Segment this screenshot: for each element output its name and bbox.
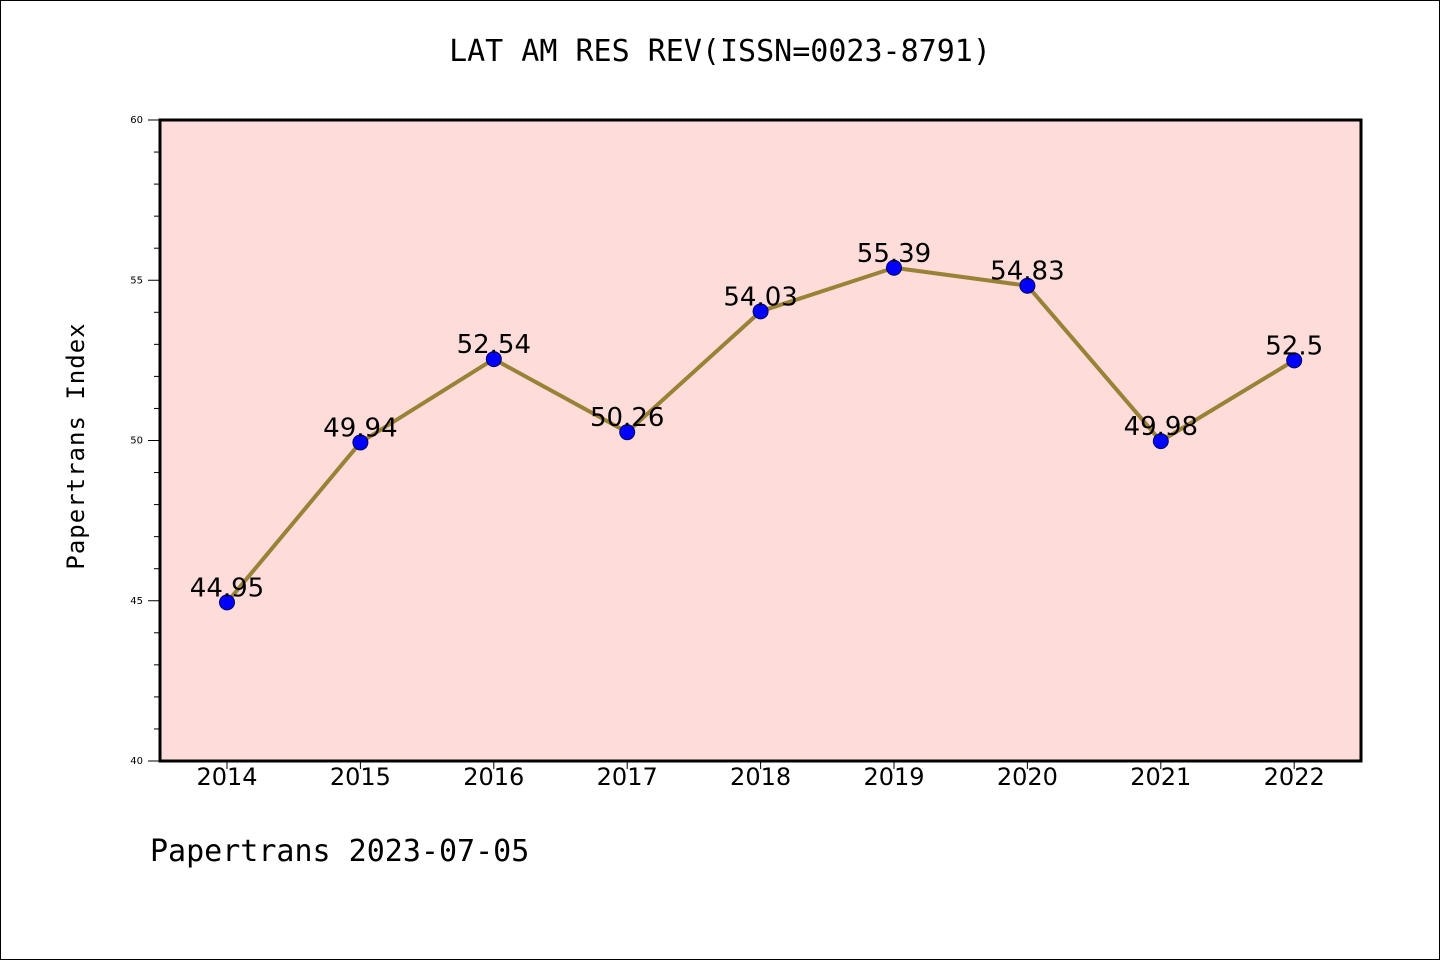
x-tick-label: 2018	[730, 763, 791, 791]
data-label: 44.95	[190, 573, 264, 603]
y-tick-label: 60	[130, 115, 143, 126]
x-tick-label: 2021	[1130, 763, 1191, 791]
data-labels: 44.95 49.94 52.54 50.26 54.03 55.39 54.83 49.98…	[190, 239, 1323, 604]
y-tick-label: 45	[130, 596, 143, 607]
data-label: 49.94	[323, 413, 397, 443]
x-tick-label: 2020	[997, 763, 1058, 791]
data-point	[352, 434, 369, 451]
chart-title: LAT AM RES REV(ISSN=0023-8791)	[449, 34, 991, 69]
data-point	[752, 303, 769, 320]
x-tick-label: 2014	[196, 763, 257, 791]
x-tick-label: 2019	[863, 763, 924, 791]
x-tick-label: 2015	[330, 763, 391, 791]
x-axis: 2014 2015 2016 2017 2018 2019 2020 2021 2022	[196, 761, 1325, 791]
footer-note: Papertrans 2023-07-05	[150, 834, 530, 869]
plot-border	[158, 118, 1363, 763]
y-tick-label: 55	[130, 275, 143, 286]
y-tick-label: 50	[130, 436, 143, 447]
data-label: 52.54	[457, 330, 531, 360]
data-label: 54.83	[990, 257, 1064, 287]
data-markers	[219, 259, 1303, 611]
x-tick-label: 2022	[1264, 763, 1325, 791]
data-label: 52.5	[1265, 331, 1323, 361]
data-point	[485, 351, 502, 368]
x-tick-label: 2017	[597, 763, 658, 791]
data-label: 49.98	[1124, 412, 1198, 442]
data-label: 50.26	[590, 403, 664, 433]
data-point	[619, 424, 636, 441]
data-point	[886, 259, 902, 276]
data-point	[1019, 277, 1036, 294]
data-label: 55.39	[857, 239, 931, 269]
y-tick-label: 40	[130, 756, 143, 767]
x-tick-label: 2016	[463, 763, 524, 791]
data-label: 54.03	[723, 282, 797, 312]
data-point	[1286, 352, 1303, 369]
y-axis: 40 45 50 55 60	[130, 115, 160, 767]
data-point	[1152, 433, 1169, 450]
data-point	[219, 594, 235, 611]
